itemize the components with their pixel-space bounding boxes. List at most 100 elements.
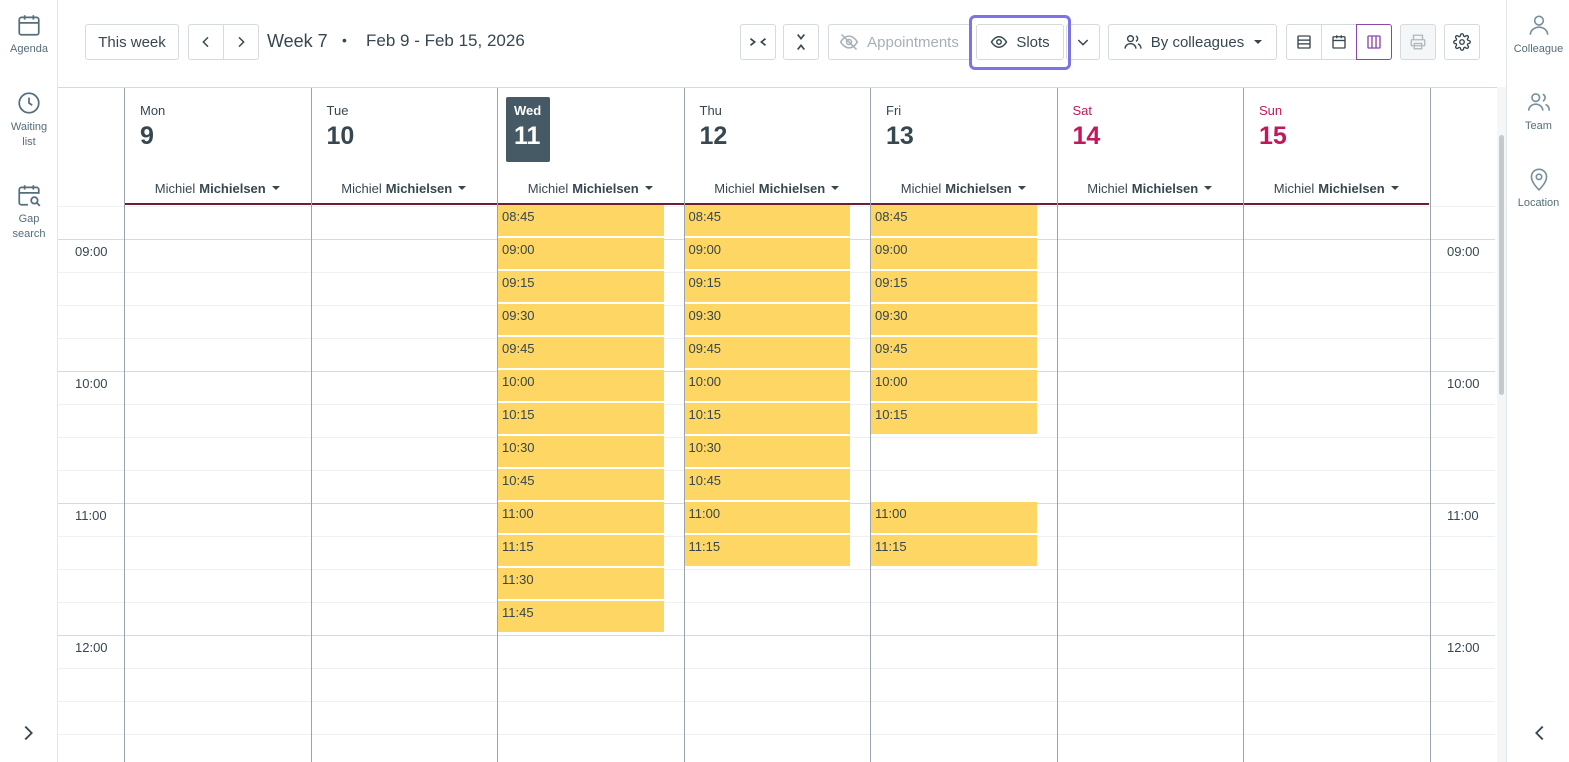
available-slot[interactable]: 10:30 [684,436,850,468]
hour-label: 10:00 [75,376,108,391]
calendar-scrollbar[interactable] [1497,87,1506,762]
right-sidebar: Colleague Team Location [1506,0,1569,762]
sidebar-item-label: Gap search [12,213,46,240]
slots-toggle-button[interactable]: Slots [976,24,1064,60]
separator-dot: • [342,32,347,48]
day-column-divider [1056,88,1058,762]
available-slot[interactable]: 08:45 [684,205,850,237]
scrollbar-thumb[interactable] [1499,135,1504,395]
hour-gridline [58,635,1495,636]
available-slot[interactable]: 08:45 [871,205,1037,237]
day-header-fri[interactable]: Fri 13 [870,88,1057,172]
available-slot[interactable]: 09:45 [498,337,664,369]
chevron-left-icon [1535,725,1544,741]
people-icon [1527,93,1550,111]
colleague-last-name: Michielsen [758,180,826,196]
available-slot[interactable]: 11:00 [871,502,1037,534]
view-columns-button[interactable] [1356,24,1392,60]
available-slot[interactable]: 09:30 [498,304,664,336]
clock-icon [18,92,40,114]
day-header-sun[interactable]: Sun 15 [1243,88,1430,172]
available-slot[interactable]: 10:45 [498,469,664,501]
available-slot[interactable]: 09:00 [498,238,664,270]
print-button[interactable] [1400,24,1436,60]
next-week-button[interactable] [223,24,259,60]
view-list-button[interactable] [1286,24,1322,60]
day-name: Sun [1259,103,1283,118]
colleague-selector[interactable]: Michiel Michielsen [311,172,498,204]
caret-down-icon [458,186,467,190]
day-header-sat[interactable]: Sat 14 [1057,88,1244,172]
available-slot[interactable]: 09:15 [498,271,664,303]
colleague-selector[interactable]: Michiel Michielsen [870,172,1057,204]
colleague-selector[interactable]: Michiel Michielsen [684,172,871,204]
day-header-thu[interactable]: Thu 12 [684,88,871,172]
sidebar-item-label: Location [1517,197,1560,209]
available-slot[interactable]: 10:15 [498,403,664,435]
sidebar-item-agenda[interactable]: Agenda [0,12,58,57]
available-slot[interactable]: 09:45 [871,337,1037,369]
this-week-button[interactable]: This week [85,24,179,60]
colleague-first-name: Michiel [1087,180,1128,196]
available-slot[interactable]: 10:00 [498,370,664,402]
sidebar-item-team[interactable]: Team [1507,89,1569,134]
available-slot[interactable]: 10:30 [498,436,664,468]
day-header-mon[interactable]: Mon 9 [124,88,311,172]
collapse-vertical-button[interactable] [783,24,819,60]
appointments-toggle-button[interactable]: Appointments [828,24,970,60]
colleague-selector[interactable]: Michiel Michielsen [497,172,684,204]
day-header-wed[interactable]: Wed 11 [497,88,684,172]
available-slot[interactable]: 09:30 [684,304,850,336]
day-header-tue[interactable]: Tue 10 [311,88,498,172]
colleague-selector[interactable]: Michiel Michielsen [1243,172,1430,204]
sidebar-item-colleague[interactable]: Colleague [1507,12,1569,57]
sidebar-item-waiting-list[interactable]: Waiting list [0,90,58,150]
available-slot[interactable]: 09:15 [684,271,850,303]
day-name: Fri [886,103,902,118]
available-slot[interactable]: 11:45 [498,601,664,633]
day-column-divider [683,88,685,762]
person-icon [1529,15,1548,35]
caret-down-icon [644,186,653,190]
available-slot[interactable]: 08:45 [498,205,664,237]
available-slot[interactable]: 10:45 [684,469,850,501]
available-slot[interactable]: 10:00 [871,370,1037,402]
sidebar-item-label: Agenda [10,43,48,55]
colleague-selector[interactable]: Michiel Michielsen [124,172,311,204]
sidebar-item-label: Team [1525,120,1552,132]
available-slot[interactable]: 10:00 [684,370,850,402]
collapse-horizontal-button[interactable] [740,24,776,60]
view-month-button[interactable] [1321,24,1357,60]
available-slot[interactable]: 09:00 [871,238,1037,270]
group-by-dropdown[interactable]: By colleagues [1108,24,1277,60]
sidebar-item-location[interactable]: Location [1507,166,1569,211]
colleague-first-name: Michiel [714,180,755,196]
available-slot[interactable]: 11:15 [684,535,850,567]
available-slot[interactable]: 09:00 [684,238,850,270]
available-slot[interactable]: 09:45 [684,337,850,369]
available-slot[interactable]: 11:30 [498,568,664,600]
colleague-selector[interactable]: Michiel Michielsen [1057,172,1244,204]
expand-sidebar-button[interactable] [17,722,39,749]
available-slot[interactable]: 11:15 [498,535,664,567]
settings-button[interactable] [1444,24,1480,60]
sidebar-item-gap-search[interactable]: Gap search [0,182,58,242]
previous-week-button[interactable] [188,24,224,60]
visibility-dropdown-button[interactable] [1066,24,1100,60]
available-slot[interactable]: 09:15 [871,271,1037,303]
colleague-last-name: Michielsen [1318,180,1385,196]
available-slot[interactable]: 11:00 [498,502,664,534]
available-slot[interactable]: 10:15 [871,403,1037,435]
today-indicator: Wed 11 [506,97,550,162]
slots-label: Slots [1016,33,1050,51]
available-slot[interactable]: 09:30 [871,304,1037,336]
sidebar-item-label: Waiting list [10,121,48,148]
day-number: 10 [326,122,355,150]
day-name: Thu [699,103,722,118]
colleague-last-name: Michielsen [385,180,453,196]
available-slot[interactable]: 10:15 [684,403,850,435]
collapse-sidebar-button[interactable] [1529,722,1551,749]
available-slot[interactable]: 11:15 [871,535,1037,567]
available-slot[interactable]: 11:00 [684,502,850,534]
calendar-icon [1332,35,1346,49]
